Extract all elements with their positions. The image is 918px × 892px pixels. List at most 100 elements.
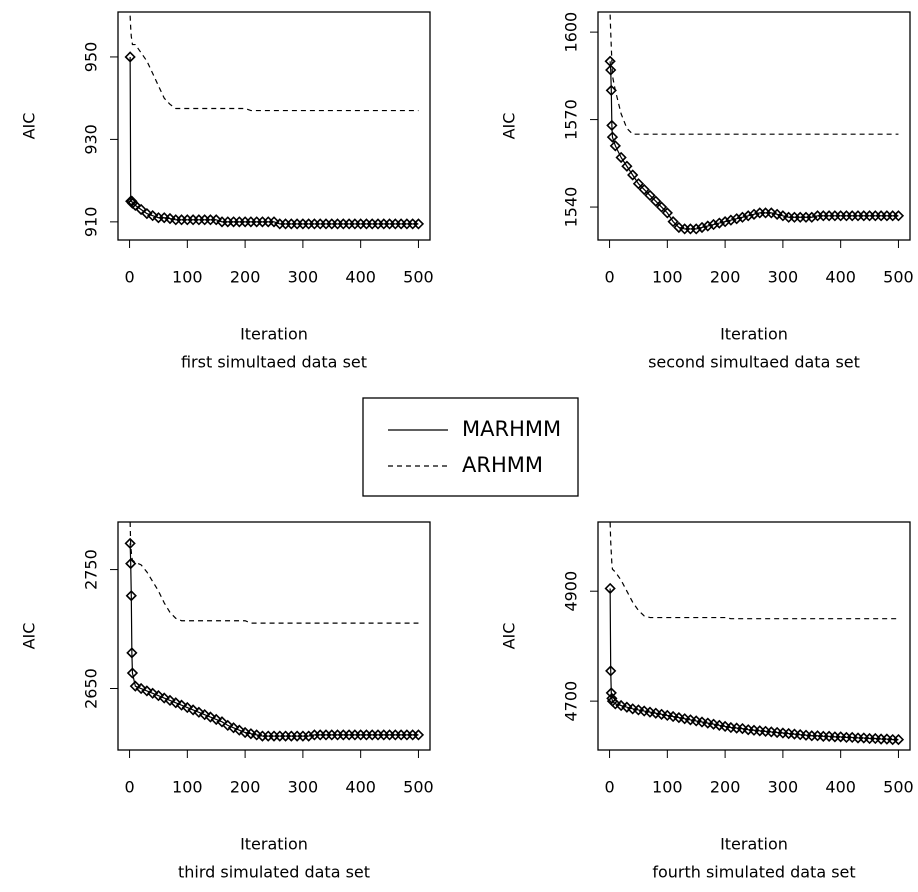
data-point [175,699,188,711]
subtitle: third simulated data set [178,863,370,882]
data-point [696,221,708,234]
data-point [605,84,617,97]
y-tick-label: 1570 [562,99,581,140]
x-tick-label: 200 [710,268,741,287]
data-point [713,217,725,229]
data-point [135,203,147,216]
y-tick-label: 4900 [562,571,581,612]
data-point [606,119,618,132]
data-point [158,692,170,704]
data-point [126,647,138,659]
subtitle: fourth simulated data set [652,863,855,882]
data-point [644,189,656,202]
plot-frame [597,521,911,751]
data-point [707,218,720,231]
data-point [147,210,159,222]
y-axis-label: AIC [500,113,519,140]
plot-frame [117,11,431,241]
legend-label: ARHMM [462,453,543,477]
series-line [609,14,899,135]
data-point [152,690,165,702]
data-point [126,667,139,679]
y-tick-label: 2750 [82,549,101,590]
data-point [141,685,153,697]
data-point [164,694,176,707]
data-point [268,216,280,228]
x-tick-label: 300 [288,778,319,797]
y-tick-label: 930 [82,124,101,155]
data-point [199,709,211,721]
data-point [605,64,617,76]
y-axis-label: AIC [500,623,519,650]
y-tick-label: 950 [82,42,101,73]
data-point [771,208,783,220]
series-line [129,543,419,737]
x-tick-label: 300 [288,268,319,287]
data-point [216,716,228,728]
data-point [777,210,789,222]
data-point [412,729,425,741]
series-line [609,61,899,230]
x-tick-label: 200 [710,778,741,797]
series-line [609,588,899,741]
data-point [222,719,234,732]
data-point [615,151,627,164]
x-axis-label: Iteration [720,835,788,854]
data-point [609,140,621,152]
data-point [742,210,754,222]
data-point [125,590,137,602]
data-point [303,730,315,742]
plot-frame [597,11,911,241]
data-point [719,216,731,228]
x-tick-label: 300 [768,268,799,287]
data-point [210,214,222,226]
y-axis-label: AIC [20,623,39,650]
x-tick-label: 0 [124,268,134,287]
data-point [661,207,673,219]
data-point [233,724,245,736]
data-point [725,214,737,226]
data-point [806,211,818,223]
x-axis-label: Iteration [240,325,308,344]
data-point [604,582,616,595]
data-point [210,713,222,726]
series-line [129,521,419,624]
data-point [609,698,621,710]
series-line [609,522,899,620]
data-point [632,178,645,190]
y-axis-label: AIC [20,113,39,140]
x-tick-label: 500 [403,268,434,287]
data-point [621,701,633,713]
x-tick-label: 500 [883,778,914,797]
data-point [638,183,650,196]
data-point [702,220,714,232]
x-tick-label: 100 [172,778,203,797]
x-tick-label: 400 [345,268,376,287]
x-tick-label: 500 [883,268,914,287]
data-point [129,199,141,211]
legend-box [362,397,579,497]
x-tick-label: 200 [230,778,261,797]
y-tick-label: 910 [82,207,101,238]
x-tick-label: 500 [403,778,434,797]
subtitle: second simultaed data set [648,353,860,372]
data-point [187,704,199,716]
x-tick-label: 0 [124,778,134,797]
data-point [170,697,182,709]
data-point [765,207,777,219]
series-line [129,15,419,112]
data-point [606,131,619,143]
data-point [615,699,627,712]
data-point [141,207,153,220]
x-tick-label: 300 [768,778,799,797]
x-tick-label: 200 [230,268,261,287]
data-point [667,216,679,228]
data-point [892,733,905,746]
data-point [736,211,749,223]
data-point [125,557,137,570]
subtitle: first simultaed data set [181,353,367,372]
data-point [181,701,193,714]
y-tick-label: 2650 [82,668,101,709]
data-point [135,682,147,695]
